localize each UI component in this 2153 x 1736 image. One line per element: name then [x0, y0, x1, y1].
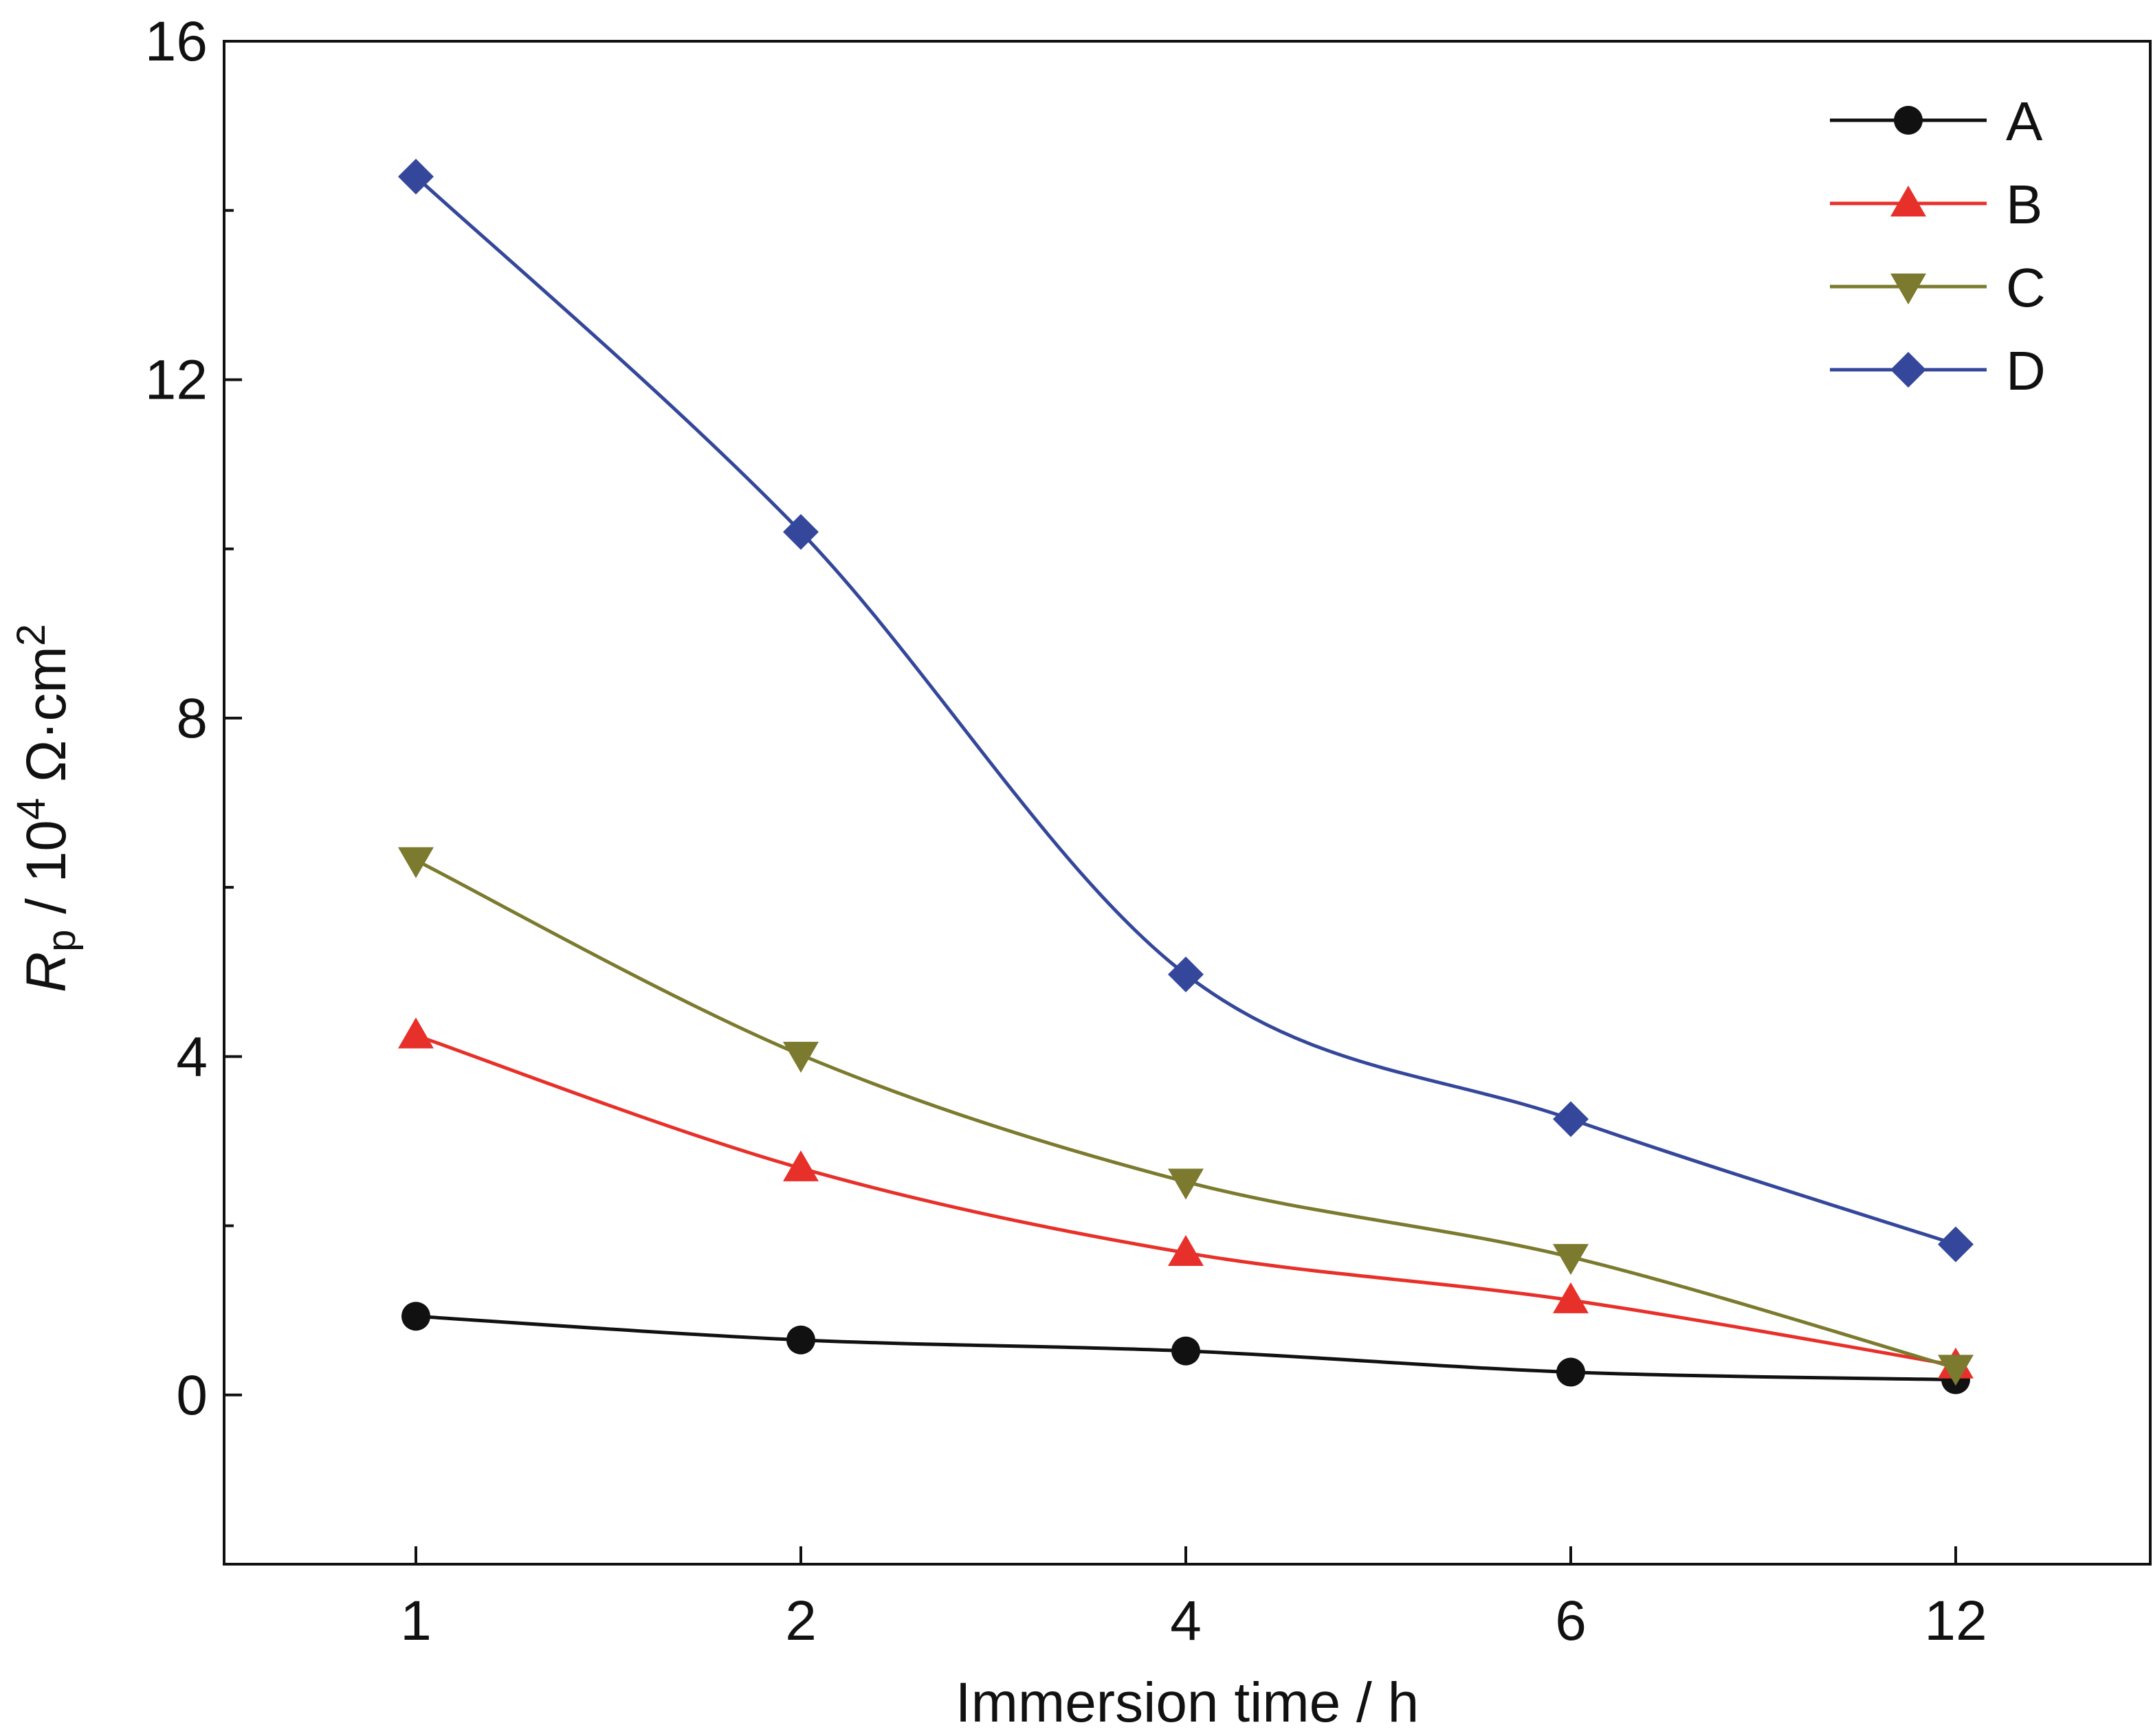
series-c-point	[1553, 1244, 1589, 1276]
series-c-point	[783, 1041, 819, 1073]
series-d-line	[415, 175, 1956, 1247]
series-d-point	[398, 158, 434, 194]
series-d-point	[783, 514, 819, 550]
legend-b-marker	[1890, 186, 1926, 216]
y-axis-unit-suffix-exponent: 2	[9, 624, 54, 646]
series-a-point	[1171, 1336, 1200, 1366]
y-tick-label: 4	[176, 1025, 208, 1088]
y-axis-label: Rp / 104 Ω·cm2	[9, 624, 84, 992]
legend-a-marker	[1894, 106, 1923, 135]
x-axis-label: Immersion time / h	[956, 1671, 1419, 1734]
series-markers	[398, 158, 1974, 1394]
x-tick-label: 1	[400, 1590, 432, 1652]
series-a-point	[786, 1325, 815, 1355]
y-axis-unit-suffix: Ω·cm	[15, 646, 78, 798]
legend-a-label: A	[2006, 91, 2043, 152]
series-b-point	[783, 1150, 819, 1181]
y-tick-label: 0	[176, 1364, 208, 1427]
series-d-point	[1938, 1226, 1974, 1262]
legend-d-marker	[1890, 352, 1926, 388]
series-c-point	[1168, 1168, 1204, 1200]
x-tick-label: 2	[785, 1590, 817, 1652]
legend-b-label: B	[2006, 174, 2042, 235]
x-tick-label: 4	[1170, 1590, 1202, 1652]
x-tick-label: 12	[1924, 1590, 1987, 1652]
y-axis-symbol: R	[15, 952, 78, 992]
series-b-point	[1553, 1282, 1589, 1313]
series-c-point	[398, 847, 434, 878]
y-axis-subscript: p	[39, 930, 84, 952]
y-axis-unit-exponent: 4	[9, 798, 54, 820]
y-axis-unit: / 10	[15, 820, 78, 930]
x-tick-label: 6	[1555, 1590, 1587, 1652]
legend-c-marker	[1890, 274, 1926, 304]
series-c-line	[415, 858, 1956, 1370]
series-b-point	[398, 1017, 434, 1049]
y-tick-label: 16	[145, 10, 208, 73]
series-d-point	[1553, 1101, 1589, 1137]
series-a-point	[1556, 1357, 1585, 1387]
y-tick-label: 8	[176, 687, 208, 750]
series-c-point	[1938, 1355, 1974, 1386]
series-b-point	[1168, 1234, 1204, 1266]
series-a-point	[401, 1302, 430, 1331]
legend-c-label: C	[2006, 257, 2046, 318]
plot-frame	[223, 40, 2152, 1566]
y-tick-label: 12	[145, 348, 208, 411]
legend-d-label: D	[2006, 340, 2046, 401]
series-d-point	[1168, 956, 1204, 992]
series-b-line	[415, 1034, 1956, 1368]
